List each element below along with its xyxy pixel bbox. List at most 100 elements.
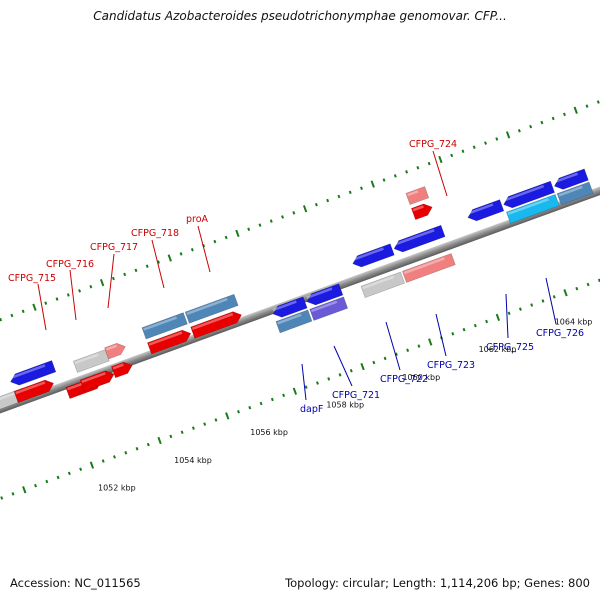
scale-tick xyxy=(495,137,499,141)
scale-tick xyxy=(124,451,128,455)
scale-tick xyxy=(406,348,410,352)
scale-tick xyxy=(573,106,578,114)
scale-tick xyxy=(405,170,409,174)
scale-tick xyxy=(518,307,522,311)
gene-steel-highlight xyxy=(277,313,302,325)
scale-tick xyxy=(134,268,138,273)
gene-forward-light xyxy=(405,186,430,206)
scale-tick xyxy=(10,313,14,318)
scale-tick xyxy=(596,100,600,104)
scale-tick xyxy=(190,248,194,252)
scale-tick xyxy=(22,486,27,494)
gene-reverse xyxy=(272,296,308,318)
scale-tick xyxy=(383,356,387,361)
gene-purple xyxy=(309,296,349,321)
scale-tick xyxy=(135,446,139,451)
scale-label: 1052 kbp xyxy=(98,484,136,493)
gene-label: CFPG_715 xyxy=(8,273,56,284)
scale-tick xyxy=(563,289,568,297)
gene-steel xyxy=(275,309,313,334)
scale-tick xyxy=(304,385,308,389)
scale-tick xyxy=(393,174,397,178)
gene-reverse-highlight xyxy=(502,184,545,202)
gene-gray-highlight xyxy=(0,391,18,405)
gene-reverse-highlight xyxy=(272,300,297,312)
scale-tick xyxy=(484,141,487,145)
gene-forward-highlight xyxy=(112,363,124,370)
gene-forward-highlight xyxy=(148,331,183,346)
scale-tick xyxy=(326,198,330,203)
scale-tick xyxy=(55,297,59,301)
scale-tick xyxy=(67,471,71,476)
scale-tick xyxy=(360,186,363,190)
scale-tick xyxy=(372,360,376,365)
gene-steel-highlight xyxy=(186,297,228,315)
gene-forward-light-highlight xyxy=(403,257,445,275)
scale-tick xyxy=(551,116,555,121)
gene-forward xyxy=(190,311,242,339)
scale-label: 1056 kbp xyxy=(250,428,288,437)
scale-tick xyxy=(89,284,93,289)
scale-tick xyxy=(314,202,318,207)
scale-tick xyxy=(428,338,433,346)
scale-tick xyxy=(169,434,173,439)
leader-line xyxy=(301,363,307,401)
scale-tick xyxy=(462,327,466,332)
scale-tick xyxy=(349,368,353,373)
gene-forward-light-highlight xyxy=(105,344,118,351)
gene-label: dapF xyxy=(300,404,323,415)
scale-tick xyxy=(575,286,579,291)
scale-tick xyxy=(225,412,230,420)
gene-forward-light xyxy=(401,253,456,283)
scale-label: 1058 kbp xyxy=(326,400,364,409)
scale-tick xyxy=(44,301,48,305)
gene-forward xyxy=(110,361,133,379)
gene-forward-light xyxy=(104,342,126,360)
accession-text: Accession: NC_011565 xyxy=(10,576,141,590)
scale-tick xyxy=(21,309,25,314)
leader-line xyxy=(69,269,77,321)
scale-tick xyxy=(416,165,420,170)
scale-tick xyxy=(327,377,331,381)
gene-label: CFPG_717 xyxy=(90,242,138,253)
scale-tick xyxy=(45,479,49,484)
gene-label: CFPG_722 xyxy=(380,374,428,385)
scale-tick xyxy=(360,362,365,371)
scale-tick xyxy=(281,215,284,219)
scale-tick xyxy=(530,303,534,307)
scale-tick xyxy=(282,393,286,398)
gene-forward-highlight xyxy=(81,372,106,383)
leader-line xyxy=(545,277,557,325)
leader-line xyxy=(432,150,448,197)
gene-label: CFPG_723 xyxy=(427,360,475,371)
scale-tick xyxy=(382,178,386,182)
gene-forward xyxy=(147,329,192,355)
scale-tick xyxy=(191,426,195,430)
scale-tick xyxy=(507,311,511,316)
gene-cyan xyxy=(506,193,560,224)
scale-tick xyxy=(517,129,521,133)
gene-steel xyxy=(141,312,188,340)
leader-line xyxy=(37,283,47,331)
scale-tick xyxy=(146,442,150,447)
gene-gray-highlight xyxy=(74,353,99,365)
scale-tick xyxy=(529,124,533,129)
gene-label: CFPG_724 xyxy=(409,139,457,150)
gene-forward-highlight xyxy=(15,381,46,395)
gene-reverse-highlight xyxy=(352,247,384,262)
gene-purple-highlight xyxy=(311,300,338,313)
gene-steel xyxy=(184,293,239,324)
leader-line xyxy=(333,345,353,387)
scale-tick xyxy=(157,436,162,445)
gene-reverse xyxy=(393,224,446,253)
scale-tick xyxy=(495,313,501,322)
gene-forward-highlight xyxy=(191,312,234,330)
scale-label: 1064 kbp xyxy=(555,317,593,326)
scale-tick xyxy=(540,120,544,125)
gene-reverse-highlight xyxy=(393,228,435,247)
scale-tick xyxy=(259,401,263,406)
gene-label: CFPG_721 xyxy=(332,390,380,401)
gene-reverse-highlight xyxy=(9,364,46,380)
scale-tick xyxy=(179,252,183,256)
gene-steel-highlight xyxy=(143,316,177,331)
